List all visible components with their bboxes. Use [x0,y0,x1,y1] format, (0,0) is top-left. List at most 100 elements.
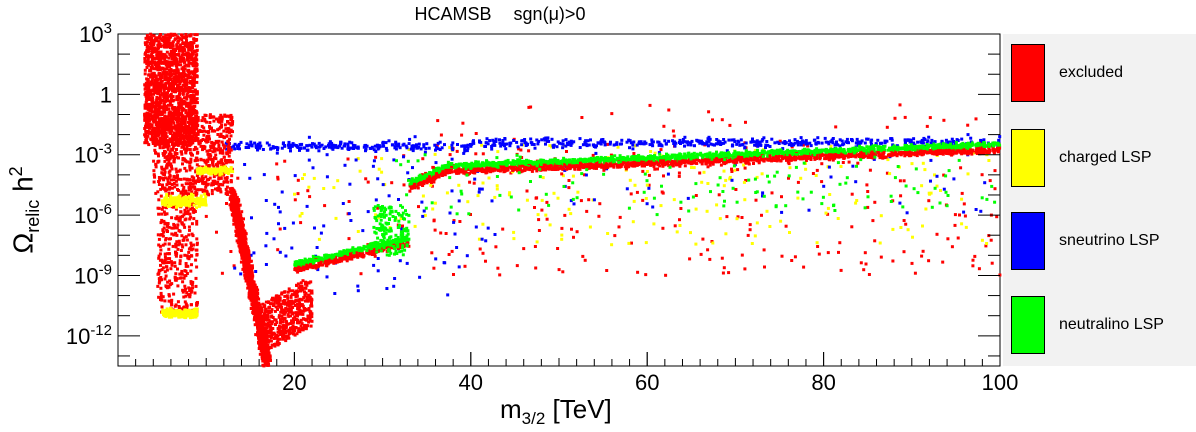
data-point [188,295,192,299]
data-point [572,235,575,239]
data-point [188,41,192,45]
data-point [293,192,296,196]
data-point [474,152,478,156]
data-point [375,144,379,148]
data-point [164,128,168,132]
data-point [413,224,417,228]
data-point [230,174,234,178]
data-point [525,198,529,202]
data-point [959,166,963,170]
data-point [165,164,169,168]
data-point [171,95,175,98]
data-point [188,136,192,140]
data-point [481,222,485,226]
data-point [291,221,295,225]
data-point [150,110,154,114]
data-point [226,159,229,162]
data-point [609,140,612,144]
data-point [935,184,939,188]
data-point [433,228,437,232]
data-point [157,243,161,247]
data-point [165,135,169,139]
data-point [979,138,983,142]
data-point [148,89,152,93]
data-point [176,68,180,72]
data-point [168,76,171,80]
data-point [154,66,158,70]
data-point [227,154,231,158]
data-point [171,136,174,140]
data-point [933,173,936,177]
chart-title: HCAMSB sgn(μ)>0 [0,4,1000,25]
data-point [157,176,161,179]
data-point [625,140,629,144]
data-point [560,233,564,237]
data-point [161,205,165,209]
data-point [181,42,185,45]
data-point [293,174,297,178]
data-point [578,137,582,141]
data-point [311,166,315,170]
data-point [196,137,200,141]
data-point [689,141,692,145]
data-point [195,63,199,67]
data-point [174,303,178,307]
data-point [159,276,163,279]
data-point [677,174,681,178]
data-point [349,146,352,150]
data-point [176,70,180,74]
data-point [166,147,170,151]
data-point [185,94,189,98]
data-point [369,146,373,150]
data-point [178,259,182,263]
data-point [193,88,197,92]
data-point [306,189,310,193]
data-point [484,239,488,243]
data-point [744,179,748,182]
data-point [592,143,596,147]
data-point [962,202,966,206]
data-point [165,265,168,269]
data-point [188,228,191,232]
data-point [182,157,186,161]
data-point [145,66,149,69]
data-point [878,141,882,145]
data-point [312,142,316,146]
data-point [163,176,167,180]
data-point [161,261,165,265]
data-point [193,104,197,108]
data-point [529,105,533,109]
data-point [170,111,174,115]
data-point [748,223,752,227]
data-point [167,38,171,42]
data-point [865,183,869,187]
data-point [157,237,161,241]
data-point [218,116,222,120]
data-point [153,148,157,152]
data-point [372,263,376,267]
data-point [755,221,759,225]
data-point [618,215,622,219]
data-point [168,283,172,287]
data-point [787,143,791,147]
data-point [433,201,437,205]
data-point [169,120,173,124]
data-point [751,137,754,141]
data-point [920,184,924,188]
data-point [172,58,176,62]
data-point [190,90,194,93]
data-point [233,142,237,146]
data-point [458,220,462,223]
data-point [177,219,181,223]
data-point [753,149,757,152]
data-point [277,222,280,226]
data-point [481,251,485,255]
data-point [150,46,154,50]
data-point [997,139,1001,143]
data-point [189,75,193,79]
data-point [432,166,435,170]
data-point [952,177,956,181]
data-point [647,186,651,190]
data-point [174,179,178,183]
data-point [278,227,282,231]
